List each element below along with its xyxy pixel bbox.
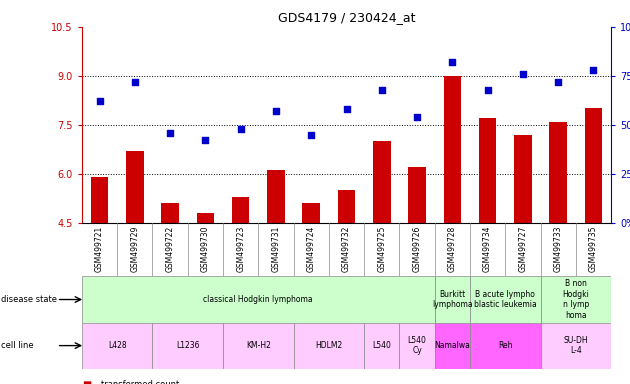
Bar [541,276,611,323]
Point [200,137,210,144]
Text: cell line: cell line [1,341,33,350]
Title: GDS4179 / 230424_at: GDS4179 / 230424_at [278,11,415,24]
Text: GSM499731: GSM499731 [272,225,280,272]
Bar [444,76,461,223]
Text: Namalwa: Namalwa [435,341,470,350]
Text: GSM499721: GSM499721 [95,225,104,271]
Text: GSM499734: GSM499734 [483,225,492,272]
Point [130,79,140,85]
Bar [470,276,541,323]
Text: GSM499728: GSM499728 [448,225,457,271]
Bar [161,203,179,223]
Bar [364,323,399,369]
Point [588,67,598,73]
Text: L1236: L1236 [176,341,200,350]
Point [553,79,563,85]
Text: L540
Cy: L540 Cy [408,336,427,355]
Text: GSM499723: GSM499723 [236,225,245,272]
Bar [373,141,391,223]
Text: KM-H2: KM-H2 [246,341,271,350]
Bar [408,167,426,223]
Text: HDLM2: HDLM2 [315,341,343,350]
Point [447,59,457,65]
Text: GSM499726: GSM499726 [413,225,421,272]
Point [306,131,316,138]
Text: B non
Hodgki
n lymp
homa: B non Hodgki n lymp homa [563,280,589,319]
Text: L428: L428 [108,341,127,350]
Point [518,71,528,77]
Text: GSM499725: GSM499725 [377,225,386,272]
Text: disease state: disease state [1,295,57,304]
Bar [470,323,541,369]
Text: GSM499729: GSM499729 [130,225,139,272]
Point [412,114,422,120]
Text: GSM499730: GSM499730 [201,225,210,272]
Point [341,106,352,112]
Bar [514,135,532,223]
Bar [82,323,152,369]
Text: classical Hodgkin lymphoma: classical Hodgkin lymphoma [203,295,313,304]
Text: Reh: Reh [498,341,513,350]
Bar [232,197,249,223]
Bar [302,203,320,223]
Text: L540: L540 [372,341,391,350]
Point [94,98,105,104]
Text: GSM499732: GSM499732 [342,225,351,272]
Text: GSM499733: GSM499733 [554,225,563,272]
Bar [126,151,144,223]
Bar [338,190,355,223]
Bar [267,170,285,223]
Bar [82,276,435,323]
Bar [152,323,223,369]
Text: GSM499724: GSM499724 [307,225,316,272]
Text: transformed count: transformed count [101,380,179,384]
Point [271,108,281,114]
Bar [541,323,611,369]
Text: GSM499735: GSM499735 [589,225,598,272]
Text: B acute lympho
blastic leukemia: B acute lympho blastic leukemia [474,290,537,309]
Text: GSM499727: GSM499727 [518,225,527,272]
Text: Burkitt
lymphoma: Burkitt lymphoma [432,290,472,309]
Text: ■: ■ [82,380,91,384]
Bar [479,118,496,223]
Bar [91,177,108,223]
Bar [549,121,567,223]
Point [165,129,175,136]
Point [236,126,246,132]
Bar [435,276,470,323]
Bar [223,323,294,369]
Bar [585,109,602,223]
Text: SU-DH
L-4: SU-DH L-4 [563,336,588,355]
Bar [435,323,470,369]
Text: GSM499722: GSM499722 [166,225,175,271]
Bar [399,323,435,369]
Bar [197,213,214,223]
Bar [294,323,364,369]
Point [377,86,387,93]
Point [483,86,493,93]
